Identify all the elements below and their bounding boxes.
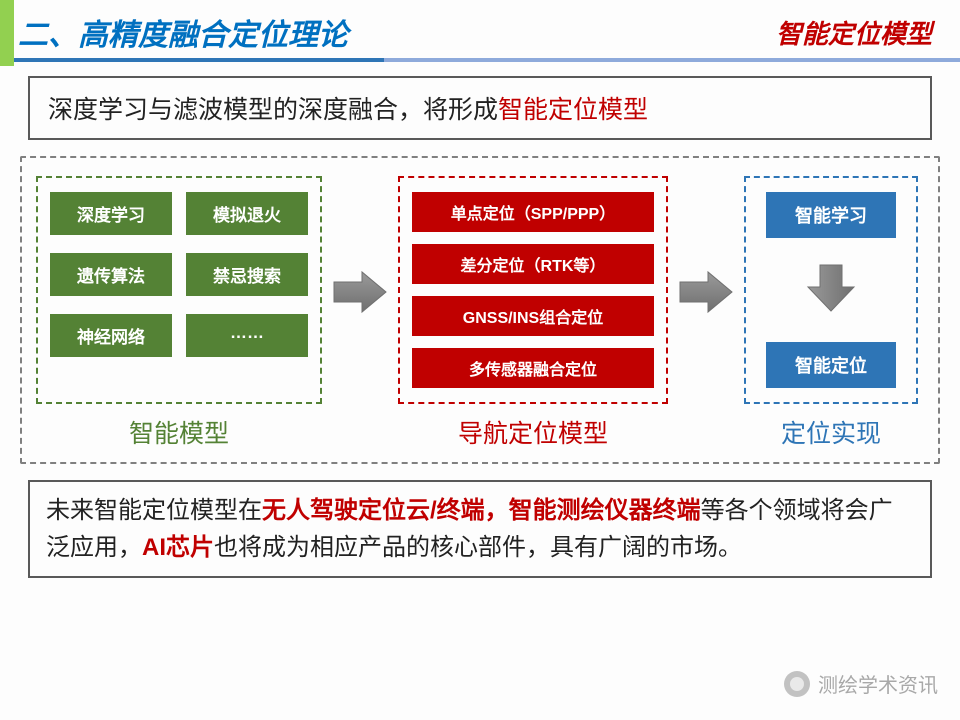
chip-intelligent-positioning: 智能定位	[766, 342, 896, 388]
arrow-1	[332, 268, 388, 316]
panel-positioning: 智能学习 智能定位	[744, 176, 918, 404]
col-positioning: 智能学习 智能定位 定位实现	[744, 176, 918, 450]
panel-intelligent-model: 深度学习 模拟退火 遗传算法 禁忌搜索 神经网络 ……	[36, 176, 322, 404]
chip-gnss-ins: GNSS/INS组合定位	[412, 296, 654, 336]
summary-box: 深度学习与滤波模型的深度融合，将形成智能定位模型	[28, 76, 932, 140]
conclusion-part-4: 也将成为相应产品的核心部件，具有广阔的市场。	[214, 534, 742, 561]
watermark-text: 测绘学术资讯	[818, 669, 938, 698]
chip-intelligent-learning: 智能学习	[766, 192, 896, 238]
chip-etc: ……	[186, 314, 308, 357]
header-right-title: 智能定位模型	[776, 14, 932, 51]
chip-deep-learning: 深度学习	[50, 192, 172, 235]
accent-bar	[0, 0, 14, 66]
conclusion-part-0: 未来智能定位模型在	[46, 497, 262, 524]
conclusion-part-1: 无人驾驶定位云/终端，智能测绘仪器终端	[262, 497, 701, 524]
wechat-icon	[784, 671, 810, 697]
arrow-down	[804, 261, 858, 320]
header-left-title: 二、高精度融合定位理论	[18, 10, 348, 54]
conclusion-part-3: AI芯片	[142, 534, 214, 561]
chip-simulated-annealing: 模拟退火	[186, 192, 308, 235]
caption-intelligent-model: 智能模型	[36, 404, 322, 450]
conclusion-box: 未来智能定位模型在无人驾驶定位云/终端，智能测绘仪器终端等各个领域将会广泛应用，…	[28, 480, 932, 578]
diagram-container: 深度学习 模拟退火 遗传算法 禁忌搜索 神经网络 …… 智能模型 单点定位（S	[20, 156, 940, 464]
chip-rtk: 差分定位（RTK等）	[412, 244, 654, 284]
chip-multisensor: 多传感器融合定位	[412, 348, 654, 388]
summary-highlight: 智能定位模型	[498, 96, 648, 124]
slide-header: 二、高精度融合定位理论 智能定位模型	[0, 0, 960, 58]
chip-spp-ppp: 单点定位（SPP/PPP）	[412, 192, 654, 232]
watermark: 测绘学术资讯	[784, 669, 938, 698]
chip-neural-network: 神经网络	[50, 314, 172, 357]
caption-positioning: 定位实现	[744, 404, 918, 450]
col-nav-model: 单点定位（SPP/PPP） 差分定位（RTK等） GNSS/INS组合定位 多传…	[398, 176, 668, 450]
panel-nav-model: 单点定位（SPP/PPP） 差分定位（RTK等） GNSS/INS组合定位 多传…	[398, 176, 668, 404]
arrow-2	[678, 268, 734, 316]
caption-nav-model: 导航定位模型	[398, 404, 668, 450]
chip-genetic-algorithm: 遗传算法	[50, 253, 172, 296]
col-intelligent-model: 深度学习 模拟退火 遗传算法 禁忌搜索 神经网络 …… 智能模型	[36, 176, 322, 450]
chip-tabu-search: 禁忌搜索	[186, 253, 308, 296]
header-underline	[0, 58, 960, 62]
summary-prefix: 深度学习与滤波模型的深度融合，将形成	[48, 96, 498, 124]
